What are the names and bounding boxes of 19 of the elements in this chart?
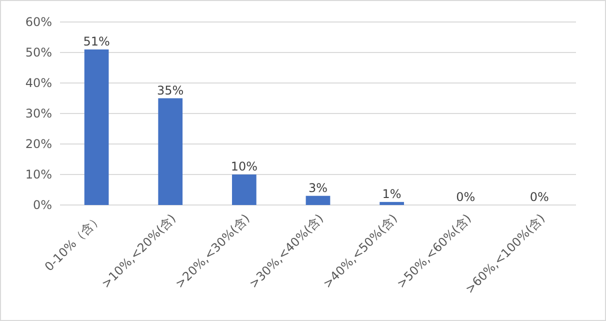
y-tick-label: 40% [25, 76, 52, 90]
bar [306, 196, 330, 205]
y-tick-label: 0% [32, 198, 52, 212]
bar [380, 202, 404, 205]
y-tick-label: 30% [25, 106, 52, 121]
data-label: 51% [83, 34, 110, 48]
bar [158, 98, 183, 205]
bar [232, 174, 256, 205]
data-label: 3% [308, 180, 328, 195]
data-label: 1% [382, 186, 402, 201]
bar [84, 49, 109, 205]
y-tick-label: 50% [25, 46, 52, 60]
y-tick-label: 60% [25, 15, 52, 30]
y-tick-label: 10% [25, 168, 52, 182]
data-label: 0% [530, 190, 549, 204]
data-label: 0% [456, 190, 476, 204]
y-tick-label: 20% [25, 137, 52, 152]
data-label: 35% [157, 83, 184, 98]
data-label: 10% [230, 160, 258, 174]
